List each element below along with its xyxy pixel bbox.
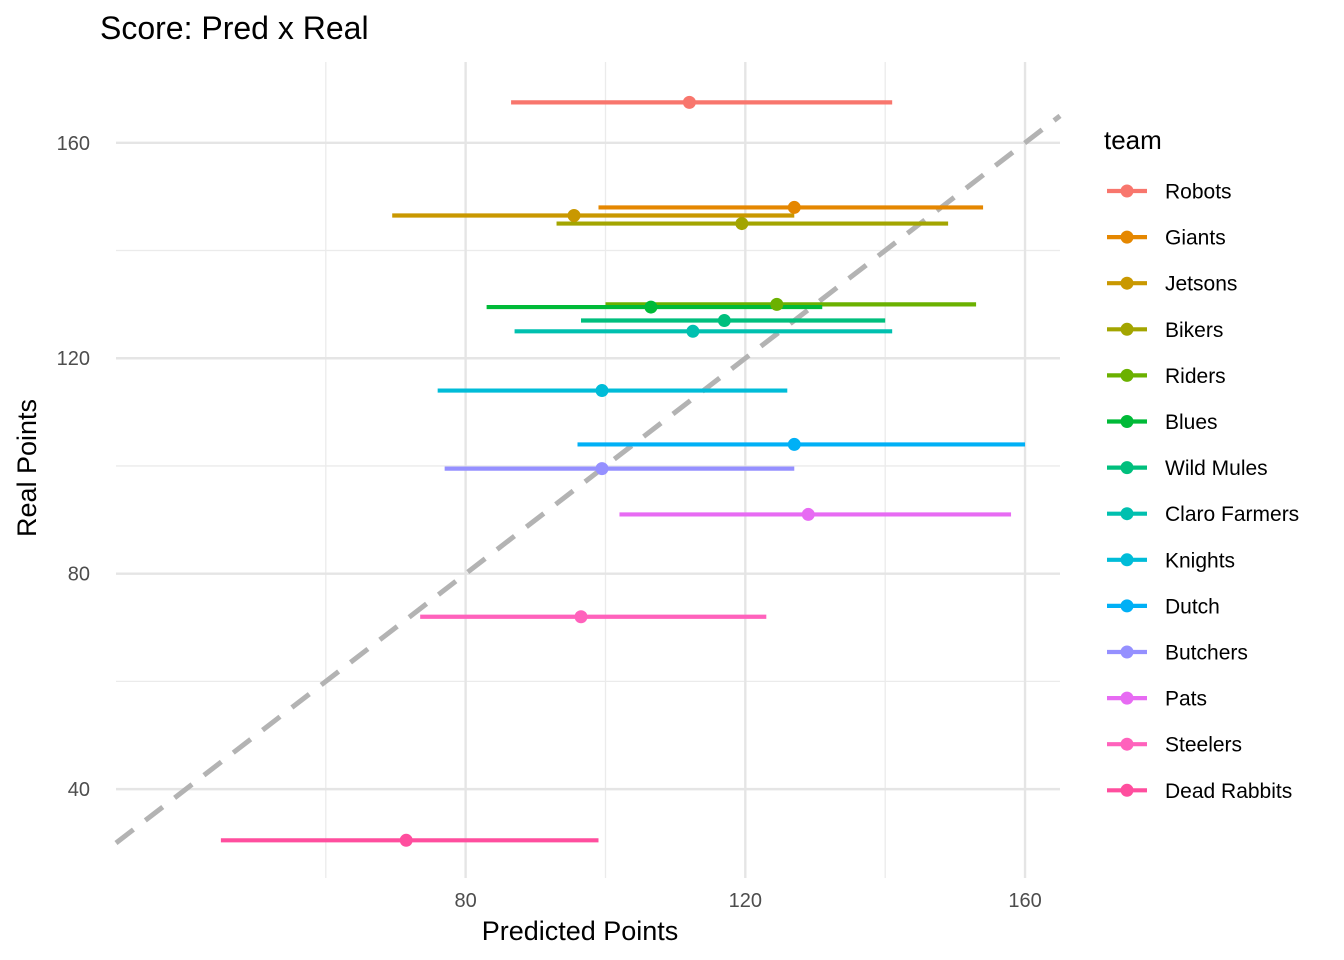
y-axis-title: Real Points bbox=[12, 399, 42, 537]
legend-label: Dead Rabbits bbox=[1165, 780, 1292, 803]
legend-label: Knights bbox=[1165, 549, 1235, 572]
chart-title: Score: Pred x Real bbox=[100, 10, 369, 46]
reference-line-group bbox=[114, 113, 1062, 845]
data-point bbox=[682, 95, 696, 109]
legend: Robots Giants Jetsons Bikers Riders Blues Wild… bbox=[1107, 181, 1299, 803]
legend-key-point bbox=[1120, 230, 1134, 244]
legend-key-point bbox=[1120, 599, 1134, 613]
data-point bbox=[787, 437, 801, 451]
legend-key-point bbox=[1120, 737, 1134, 751]
legend-label: Dutch bbox=[1165, 595, 1220, 618]
legend-key-point bbox=[1120, 645, 1134, 659]
y-tick-label: 120 bbox=[57, 348, 90, 370]
data-point bbox=[717, 314, 731, 328]
legend-label: Pats bbox=[1165, 688, 1207, 711]
legend-key-point bbox=[1120, 507, 1134, 521]
data-point bbox=[644, 300, 658, 314]
legend-label: Giants bbox=[1165, 227, 1226, 250]
legend-key-point bbox=[1120, 783, 1134, 797]
data-point bbox=[399, 833, 413, 847]
x-tick-label: 80 bbox=[455, 890, 477, 912]
x-axis-title: Predicted Points bbox=[482, 916, 679, 946]
data-marks bbox=[220, 95, 1026, 847]
x-axis-ticks: 80 120 160 bbox=[455, 890, 1042, 912]
y-tick-label: 160 bbox=[57, 133, 90, 155]
legend-label: Claro Farmers bbox=[1165, 503, 1299, 526]
minor-gridlines bbox=[116, 62, 1060, 878]
data-point bbox=[686, 324, 700, 338]
y-tick-label: 80 bbox=[68, 564, 90, 586]
legend-key-point bbox=[1120, 184, 1134, 198]
data-point bbox=[595, 462, 609, 476]
legend-key-point bbox=[1120, 276, 1134, 290]
legend-key-point bbox=[1120, 461, 1134, 475]
data-point bbox=[801, 507, 815, 521]
data-point bbox=[770, 297, 784, 311]
legend-label: Robots bbox=[1165, 181, 1232, 204]
legend-label: Riders bbox=[1165, 365, 1226, 388]
legend-label: Bikers bbox=[1165, 319, 1223, 342]
y-tick-label: 40 bbox=[68, 779, 90, 801]
data-point bbox=[567, 209, 581, 223]
x-tick-label: 120 bbox=[729, 890, 762, 912]
legend-label: Blues bbox=[1165, 411, 1218, 434]
legend-key-point bbox=[1120, 322, 1134, 336]
x-tick-label: 160 bbox=[1008, 890, 1041, 912]
legend-label: Wild Mules bbox=[1165, 457, 1268, 480]
legend-key-point bbox=[1120, 553, 1134, 567]
legend-key-point bbox=[1120, 415, 1134, 428]
legend-title: team bbox=[1104, 125, 1162, 155]
data-point bbox=[595, 384, 609, 398]
reference-line bbox=[114, 113, 1062, 845]
legend-key-point bbox=[1120, 368, 1134, 382]
data-point bbox=[735, 217, 749, 231]
data-point bbox=[787, 200, 801, 214]
y-axis-ticks: 40 80 120 160 bbox=[57, 133, 90, 801]
legend-key-point bbox=[1120, 691, 1134, 705]
data-point bbox=[574, 610, 588, 624]
legend-label: Steelers bbox=[1165, 734, 1242, 757]
major-gridlines bbox=[116, 62, 1060, 878]
legend-label: Jetsons bbox=[1165, 273, 1237, 296]
legend-label: Butchers bbox=[1165, 642, 1248, 665]
